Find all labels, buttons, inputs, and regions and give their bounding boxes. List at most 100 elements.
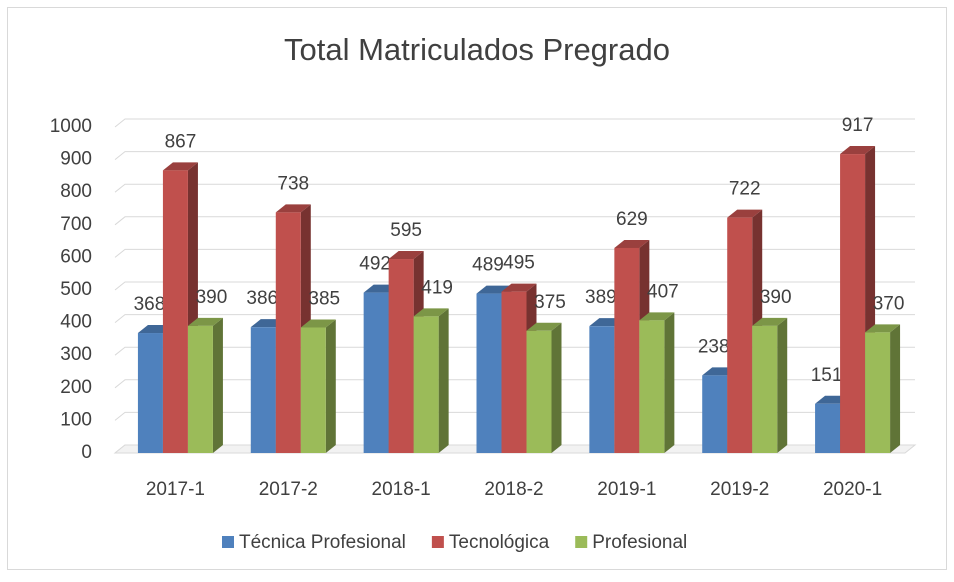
bar-side <box>890 324 901 453</box>
data-label: 419 <box>421 277 453 298</box>
legend-swatch <box>431 536 444 548</box>
legend-label: Profesional <box>592 532 687 553</box>
bar <box>300 319 336 453</box>
bar-top <box>300 319 336 328</box>
data-label: 389 <box>585 287 617 308</box>
bar-side <box>325 319 336 453</box>
bar <box>187 317 223 453</box>
y-tick-label: 400 <box>60 312 92 333</box>
bar-side <box>777 317 788 453</box>
data-label: 407 <box>647 281 679 302</box>
bar-top <box>614 239 650 248</box>
bar-front <box>815 403 841 453</box>
bar-side <box>551 322 562 453</box>
bar-front <box>727 217 753 453</box>
y-tick-label: 500 <box>60 279 92 300</box>
bar-side <box>438 308 449 453</box>
x-tick-label: 2017-2 <box>259 479 318 500</box>
legend-label: Técnica Profesional <box>239 532 406 553</box>
y-tick-label: 0 <box>81 442 92 463</box>
x-tick-label: 2020-1 <box>823 479 882 500</box>
bar-front <box>614 247 640 453</box>
bar-front <box>840 154 866 454</box>
y-tick-label: 300 <box>60 344 92 365</box>
bar-front <box>589 326 615 453</box>
y-tick-label: 700 <box>60 214 92 235</box>
data-label: 595 <box>390 220 422 241</box>
bar-front <box>752 325 778 453</box>
bar <box>639 312 675 453</box>
data-label: 385 <box>308 289 340 310</box>
x-tick-label: 2019-1 <box>597 479 656 500</box>
bar-front <box>300 327 326 453</box>
x-tick-label: 2017-1 <box>146 479 205 500</box>
bar-front <box>363 292 389 453</box>
y-tick-label: 900 <box>60 149 92 170</box>
grid-line <box>114 248 915 258</box>
data-label: 489 <box>472 255 504 276</box>
bar-top <box>727 209 763 218</box>
bar-top <box>840 146 876 155</box>
bar-front <box>526 330 552 453</box>
chart-title: Total Matriculados Pregrado <box>284 32 670 67</box>
bar-top <box>187 317 223 326</box>
bar-top <box>752 317 788 326</box>
bar-top <box>526 322 562 331</box>
y-tick-label: 1000 <box>50 116 92 137</box>
bar-side <box>212 317 223 453</box>
grid-line <box>114 216 915 226</box>
bar-top <box>413 308 449 317</box>
x-tick-label: 2018-1 <box>372 479 431 500</box>
bar-front <box>476 293 502 453</box>
bar-front <box>250 327 276 453</box>
data-label: 722 <box>729 179 761 200</box>
bar-top <box>501 283 537 292</box>
bar-front <box>388 259 414 453</box>
y-tick-label: 800 <box>60 181 92 202</box>
bar <box>752 317 788 453</box>
y-tick-label: 100 <box>60 409 92 430</box>
data-label: 238 <box>698 336 730 357</box>
grid-line <box>114 281 915 291</box>
data-label: 738 <box>277 173 309 194</box>
bar-top <box>388 251 424 260</box>
data-label: 390 <box>760 287 792 308</box>
legend-label: Tecnológica <box>449 532 550 553</box>
data-label: 368 <box>134 294 166 315</box>
x-tick-label: 2018-2 <box>484 479 543 500</box>
bar-front <box>162 170 188 453</box>
data-label: 629 <box>616 209 648 230</box>
bar-front <box>413 316 439 453</box>
data-label: 370 <box>873 293 905 314</box>
bar-top <box>275 204 311 213</box>
y-tick-label: 200 <box>60 377 92 398</box>
x-tick-label: 2019-2 <box>710 479 769 500</box>
data-label: 867 <box>165 131 197 152</box>
data-label: 390 <box>196 287 228 308</box>
bar <box>865 324 901 453</box>
bar-front <box>639 320 665 453</box>
y-tick-label: 600 <box>60 246 92 267</box>
bar <box>526 322 562 453</box>
grid-line <box>114 118 915 128</box>
bar-top <box>639 312 675 321</box>
grid-line <box>114 151 915 160</box>
bar <box>162 162 198 453</box>
legend-swatch <box>222 536 234 548</box>
bar-top <box>162 162 198 171</box>
data-label: 495 <box>503 253 535 274</box>
bar-front <box>137 333 163 453</box>
bar <box>413 308 449 453</box>
bar-front <box>187 325 213 453</box>
bar-top <box>865 324 901 333</box>
legend-swatch <box>575 536 588 548</box>
bar-front <box>501 291 527 453</box>
data-label: 492 <box>359 254 391 275</box>
data-label: 375 <box>534 292 566 313</box>
data-label: 151 <box>811 365 843 386</box>
grid-line <box>114 183 915 193</box>
bar-side <box>664 312 675 453</box>
bar-front <box>275 212 301 453</box>
